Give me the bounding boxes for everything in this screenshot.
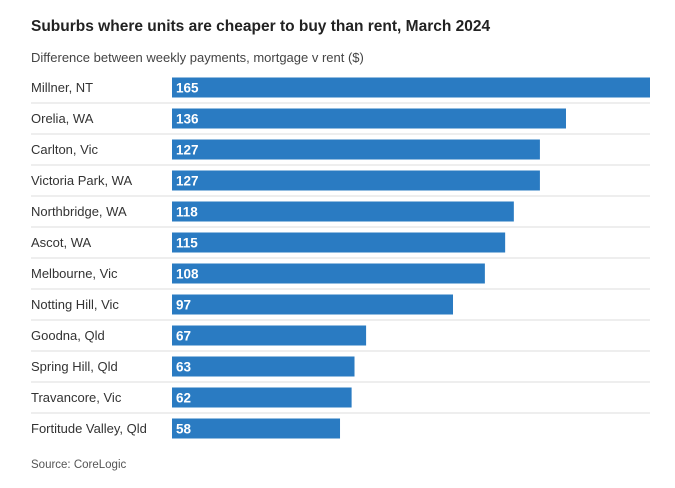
bar-value-label: 127 bbox=[176, 143, 199, 158]
bar-value-label: 58 bbox=[176, 422, 192, 437]
bar bbox=[172, 170, 540, 191]
category-label: Melbourne, Vic bbox=[31, 266, 118, 281]
chart-subtitle: Difference between weekly payments, mort… bbox=[31, 50, 364, 65]
bar-value-label: 136 bbox=[176, 112, 199, 127]
source-note: Source: CoreLogic bbox=[31, 459, 127, 471]
bar bbox=[172, 356, 355, 377]
bar bbox=[172, 325, 367, 346]
bar bbox=[172, 108, 566, 129]
category-label: Orelia, WA bbox=[31, 111, 94, 126]
bar-value-label: 63 bbox=[176, 360, 192, 375]
bar bbox=[172, 263, 485, 284]
category-label: Northbridge, WA bbox=[31, 204, 127, 219]
bar-value-label: 118 bbox=[176, 205, 198, 220]
bar-value-label: 67 bbox=[176, 329, 191, 344]
bar-value-label: 127 bbox=[176, 174, 199, 189]
chart-title: Suburbs where units are cheaper to buy t… bbox=[31, 18, 491, 35]
bar bbox=[172, 77, 650, 98]
bar bbox=[172, 418, 341, 439]
bar bbox=[172, 201, 514, 222]
bar bbox=[172, 387, 352, 408]
bar bbox=[172, 294, 454, 315]
bar-value-label: 108 bbox=[176, 267, 199, 282]
bar-value-label: 165 bbox=[176, 81, 199, 96]
bar-value-label: 97 bbox=[176, 298, 191, 313]
category-label: Millner, NT bbox=[31, 80, 93, 95]
category-label: Notting Hill, Vic bbox=[31, 297, 119, 312]
category-label: Spring Hill, Qld bbox=[31, 359, 118, 374]
bar-value-label: 62 bbox=[176, 391, 191, 406]
category-label: Ascot, WA bbox=[31, 235, 92, 250]
bar-value-label: 115 bbox=[176, 236, 198, 251]
category-label: Fortitude Valley, Qld bbox=[31, 421, 147, 436]
category-label: Victoria Park, WA bbox=[31, 173, 132, 188]
bar bbox=[172, 139, 540, 160]
category-label: Carlton, Vic bbox=[31, 142, 98, 157]
bar bbox=[172, 232, 506, 253]
category-label: Travancore, Vic bbox=[31, 390, 122, 405]
category-label: Goodna, Qld bbox=[31, 328, 105, 343]
